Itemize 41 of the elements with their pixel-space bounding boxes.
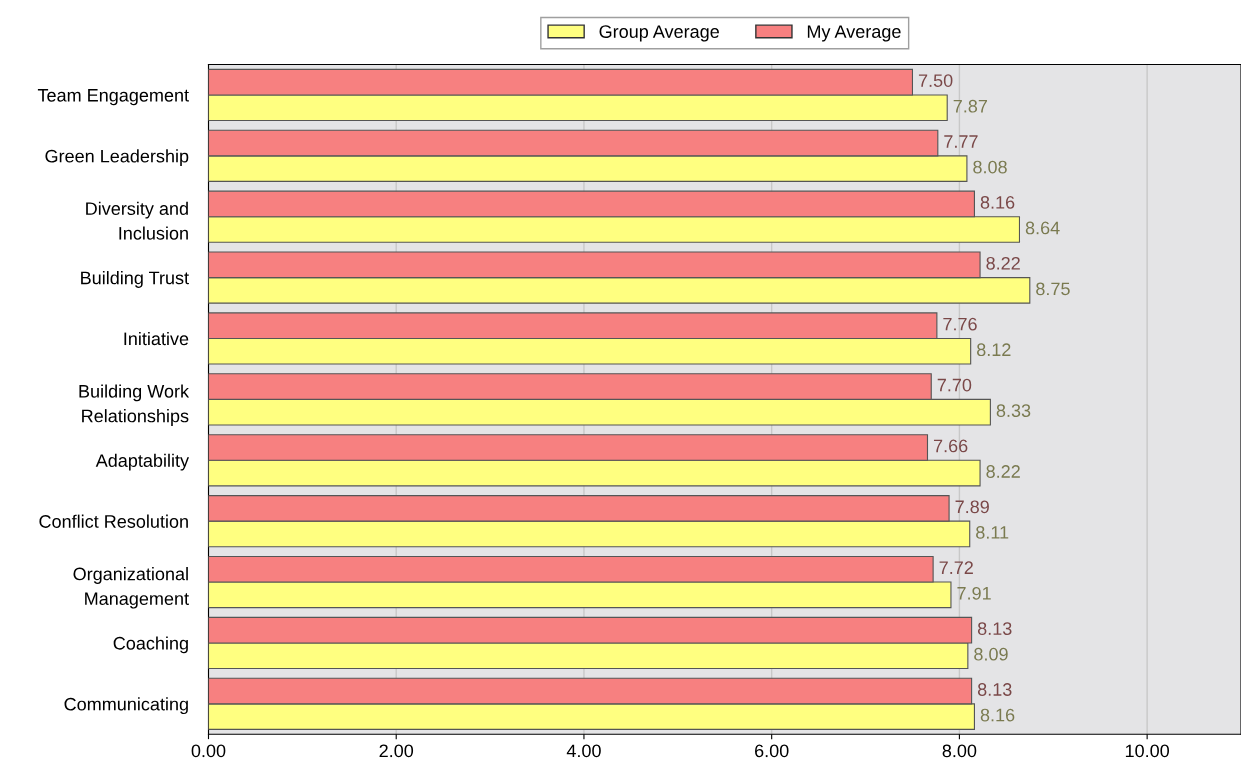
data-label: 8.75 bbox=[1036, 282, 1070, 296]
data-label: 7.72 bbox=[939, 561, 973, 574]
y-tick-label: Organizational Management bbox=[73, 567, 189, 609]
data-label: 8.08 bbox=[973, 160, 1007, 174]
y-tick-label: Coaching bbox=[113, 636, 188, 654]
data-label: 8.13 bbox=[977, 683, 1012, 696]
y-tick-label: Team Engagement bbox=[37, 89, 189, 106]
data-label: 8.22 bbox=[986, 465, 1020, 478]
data-label: 8.09 bbox=[974, 647, 1008, 661]
data-label: 8.33 bbox=[996, 404, 1031, 418]
data-label: 7.50 bbox=[918, 74, 953, 87]
y-tick-label: Building Trust bbox=[81, 271, 189, 288]
data-label: 7.77 bbox=[944, 135, 978, 148]
data-label: 7.70 bbox=[937, 378, 972, 392]
y-tick-label: Building Work Relationships bbox=[79, 384, 190, 426]
data-label: 7.66 bbox=[933, 439, 968, 453]
data-label: 8.16 bbox=[980, 708, 1015, 722]
x-tick-label: 4.00 bbox=[566, 744, 601, 758]
data-label: 8.22 bbox=[986, 256, 1020, 270]
data-label: 7.91 bbox=[957, 586, 991, 600]
data-label: 8.12 bbox=[977, 343, 1011, 357]
data-label: 7.76 bbox=[943, 317, 977, 331]
y-tick-label: Green Leadership bbox=[45, 149, 189, 167]
data-label: 7.89 bbox=[955, 500, 989, 514]
y-tick-label: Conflict Resolution bbox=[39, 514, 188, 528]
legend-label: Group Average bbox=[599, 25, 719, 42]
x-tick-label: 0.00 bbox=[191, 744, 226, 758]
data-label: 8.11 bbox=[976, 526, 1009, 539]
data-label: 7.87 bbox=[953, 99, 987, 113]
legend-label: My Average bbox=[807, 25, 901, 42]
y-tick-label: Diversity and Inclusion bbox=[86, 201, 188, 240]
x-tick-label: 2.00 bbox=[379, 744, 414, 758]
y-tick-label: Initiative bbox=[124, 331, 189, 346]
data-label: 8.16 bbox=[980, 195, 1015, 209]
data-label: 8.13 bbox=[977, 622, 1012, 635]
x-tick-label: 6.00 bbox=[755, 744, 789, 758]
y-tick-label: Adaptability bbox=[95, 453, 190, 471]
x-tick-label: 10.00 bbox=[1125, 744, 1170, 758]
data-label: 8.64 bbox=[1025, 221, 1060, 235]
y-tick-label: Communicating bbox=[64, 697, 188, 715]
x-tick-label: 8.00 bbox=[942, 744, 977, 758]
